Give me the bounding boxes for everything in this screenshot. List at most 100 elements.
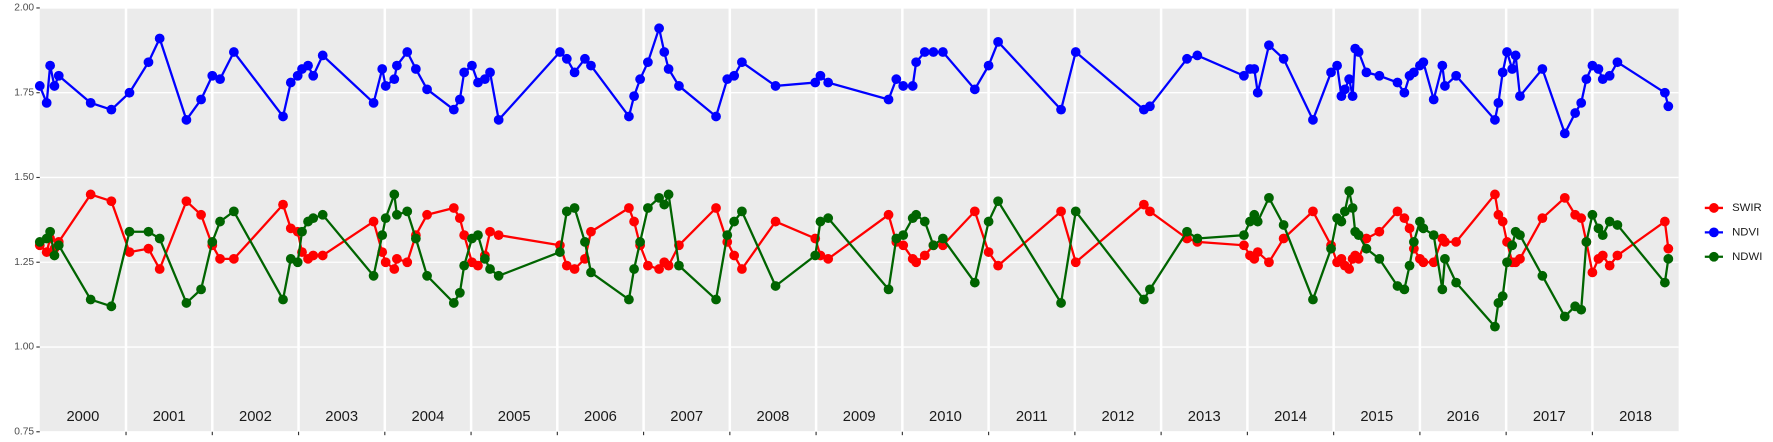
data-point: [1145, 284, 1155, 295]
data-point: [317, 209, 328, 220]
data-point: [448, 298, 459, 308]
data-point: [124, 247, 135, 257]
data-point: [586, 267, 596, 278]
data-point: [737, 264, 747, 274]
data-point: [1264, 192, 1274, 203]
data-point: [391, 253, 402, 264]
data-point: [1239, 240, 1249, 251]
data-point: [1604, 216, 1615, 227]
data-point: [1192, 50, 1203, 61]
data-point: [106, 196, 117, 207]
data-point: [308, 213, 319, 224]
data-point: [770, 281, 781, 291]
data-point: [1056, 298, 1066, 308]
data-point: [1070, 206, 1081, 217]
data-point: [1353, 230, 1364, 241]
data-point: [1490, 114, 1500, 125]
data-point: [586, 60, 596, 71]
data-point: [911, 57, 922, 68]
data-point: [643, 260, 653, 271]
year-label: 2009: [843, 409, 876, 425]
data-point: [1576, 98, 1587, 108]
data-point: [215, 216, 225, 227]
data-point: [1392, 77, 1403, 88]
data-point: [1264, 257, 1274, 268]
data-point: [928, 240, 939, 251]
data-point: [85, 294, 96, 305]
data-point: [1612, 220, 1623, 230]
data-point: [1515, 253, 1525, 264]
data-point: [391, 60, 402, 71]
data-point: [1587, 267, 1598, 278]
data-point: [1418, 223, 1429, 234]
data-point: [983, 247, 994, 257]
data-point: [143, 57, 154, 68]
data-point: [1507, 240, 1518, 251]
data-point: [654, 23, 664, 34]
legend-label: SWIR: [1732, 202, 1762, 214]
data-point: [561, 206, 572, 217]
data-point: [368, 216, 379, 227]
data-point: [479, 74, 490, 85]
data-point: [1440, 81, 1450, 91]
data-point: [883, 94, 894, 105]
data-point: [473, 230, 483, 241]
y-tick-label: 1.00: [14, 342, 34, 353]
data-point: [106, 104, 117, 115]
year-label: 2000: [66, 409, 99, 425]
data-point: [1507, 64, 1518, 74]
data-point: [643, 57, 653, 68]
year-label: 2013: [1188, 409, 1221, 425]
data-point: [377, 64, 388, 74]
data-point: [493, 114, 504, 125]
data-point: [891, 74, 902, 85]
data-point: [555, 47, 565, 57]
data-point: [124, 87, 135, 98]
data-point: [1399, 87, 1410, 98]
data-point: [823, 213, 834, 224]
data-point: [479, 253, 490, 264]
data-point: [1399, 284, 1410, 295]
data-point: [1663, 101, 1674, 112]
data-point: [473, 260, 483, 271]
data-point: [1663, 253, 1674, 264]
data-point: [228, 253, 239, 264]
data-point: [898, 81, 909, 91]
data-point: [389, 74, 400, 85]
data-point: [654, 192, 664, 203]
data-point: [1418, 257, 1429, 268]
data-point: [493, 270, 504, 281]
y-tick-label: 1.25: [14, 257, 34, 268]
data-point: [911, 257, 922, 268]
data-point: [154, 33, 165, 44]
year-label: 2008: [757, 409, 790, 425]
data-point: [402, 257, 413, 268]
data-point: [196, 284, 206, 295]
data-point: [41, 247, 52, 257]
data-point: [1451, 277, 1462, 288]
data-point: [389, 264, 400, 274]
data-point: [53, 240, 64, 251]
data-point: [85, 98, 96, 108]
legend-label: NDWI: [1732, 251, 1762, 263]
data-point: [586, 226, 596, 237]
data-point: [422, 84, 432, 95]
data-point: [580, 237, 590, 247]
data-point: [1361, 233, 1372, 244]
data-point: [1593, 64, 1604, 74]
data-point: [561, 260, 572, 271]
data-point: [34, 81, 45, 91]
data-point: [228, 206, 239, 217]
data-point: [1428, 230, 1439, 241]
data-point: [663, 189, 674, 200]
data-point: [154, 264, 165, 274]
data-point: [1353, 253, 1364, 264]
data-point: [737, 57, 747, 68]
data-point: [1145, 101, 1155, 112]
data-point: [823, 253, 834, 264]
data-point: [49, 81, 60, 91]
year-label: 2011: [1016, 409, 1048, 425]
data-point: [919, 216, 930, 227]
data-point: [580, 53, 590, 64]
